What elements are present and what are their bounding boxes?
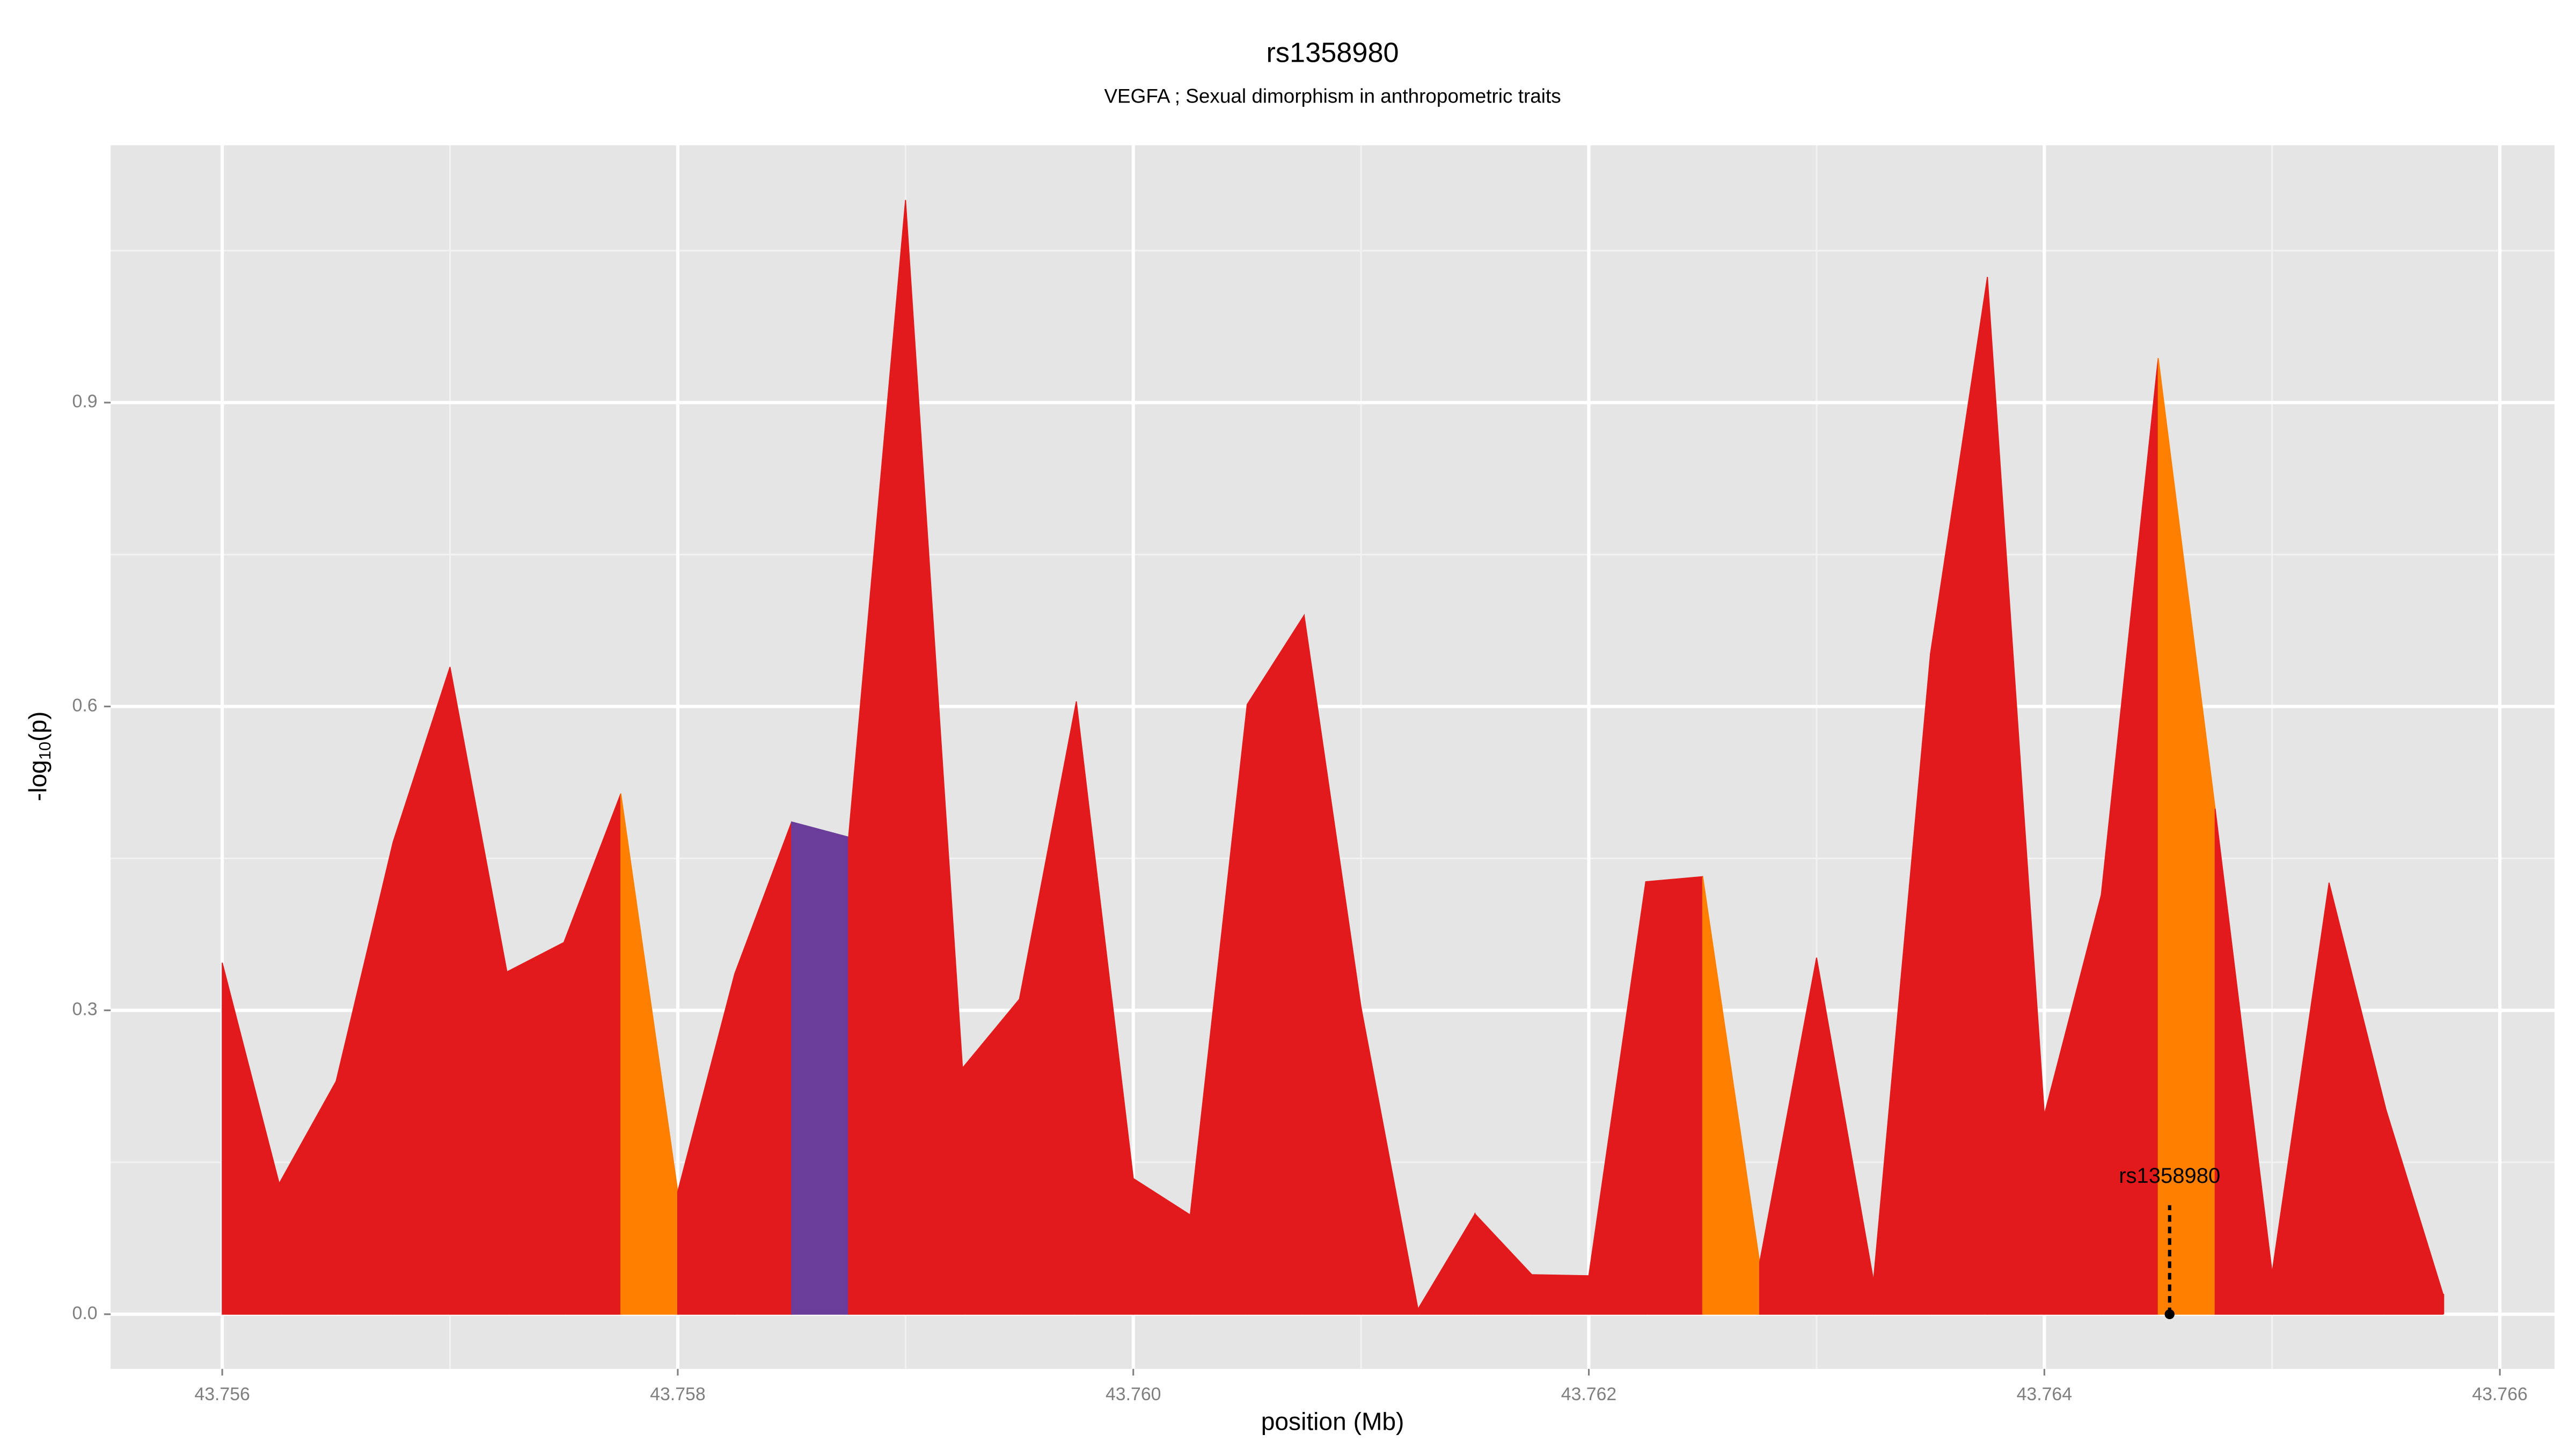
x-tick-label: 43.756 — [194, 1384, 250, 1404]
x-tick-label: 43.764 — [2017, 1384, 2072, 1404]
y-label-part: -log — [24, 760, 52, 801]
y-tick-label: 0.3 — [72, 999, 98, 1020]
area-segment — [1645, 876, 1703, 1315]
y-axis-label: -log10(p) — [24, 711, 54, 801]
area-segment — [791, 821, 850, 1315]
y-tick-label: 0.0 — [72, 1303, 98, 1323]
y-label-sub: 10 — [35, 742, 54, 760]
y-label-part: (p) — [24, 711, 52, 741]
x-axis-label: position (Mb) — [1261, 1407, 1404, 1435]
chart-subtitle: VEGFA ; Sexual dimorphism in anthropomet… — [1104, 85, 1561, 107]
x-tick-label: 43.758 — [650, 1384, 705, 1404]
chart-title: rs1358980 — [1266, 37, 1399, 68]
y-tick-label: 0.6 — [72, 695, 98, 715]
x-tick-label: 43.760 — [1106, 1384, 1161, 1404]
area-segment — [1247, 613, 1305, 1315]
x-tick-label: 43.766 — [2472, 1384, 2527, 1404]
area-segment — [1531, 1274, 1590, 1315]
annotation-point — [2164, 1309, 2175, 1320]
area-segment — [506, 941, 565, 1315]
y-tick-label: 0.9 — [72, 391, 98, 412]
x-tick-label: 43.762 — [1561, 1384, 1616, 1404]
annotation-label: rs1358980 — [2119, 1164, 2220, 1188]
